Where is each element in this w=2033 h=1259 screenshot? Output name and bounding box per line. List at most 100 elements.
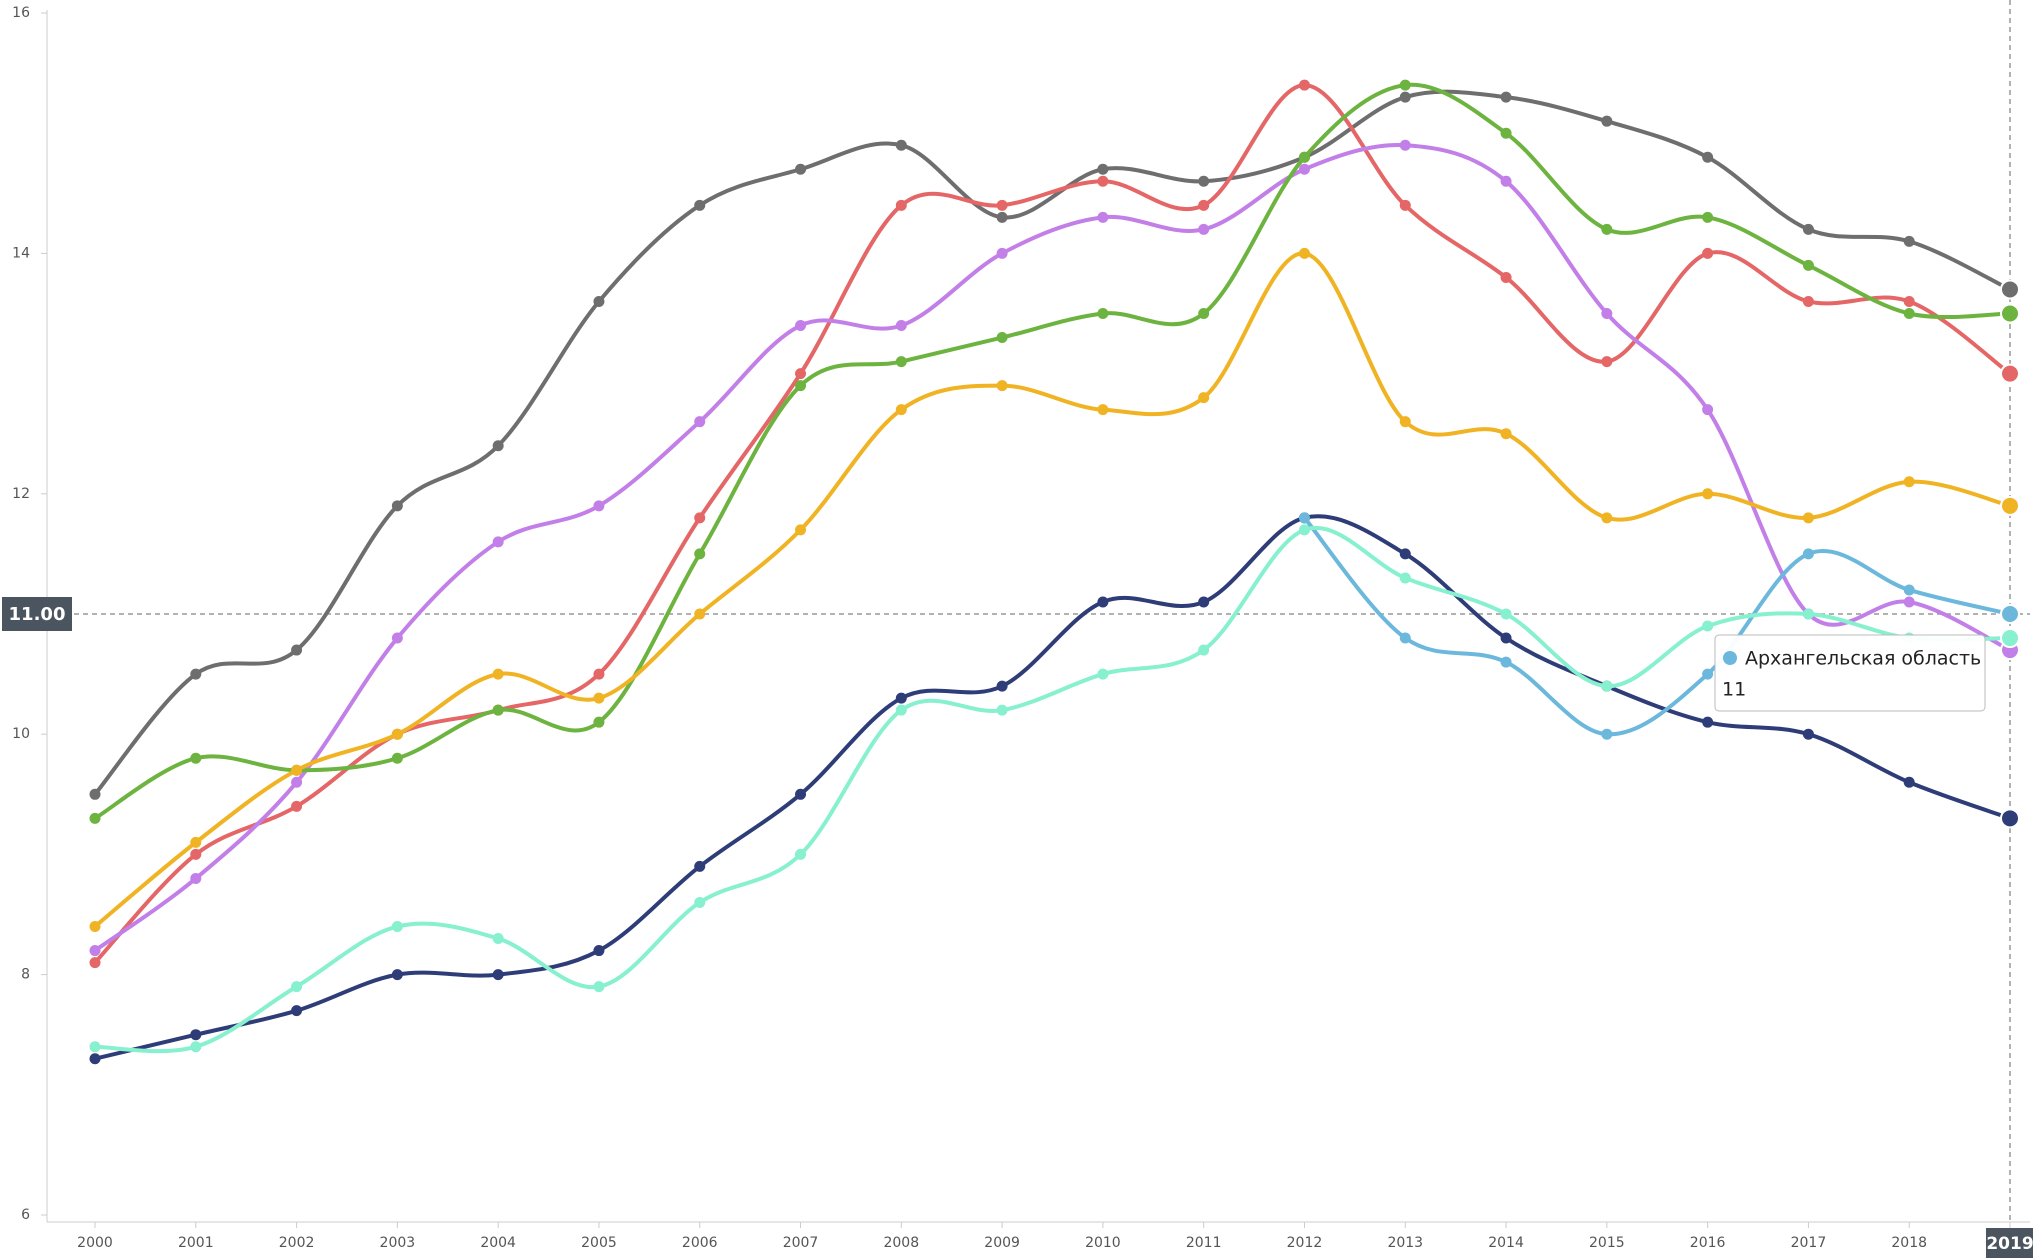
point [391, 752, 403, 764]
x-tick-label: 2000 [77, 1235, 113, 1251]
y-tick-label: 14 [12, 245, 30, 261]
point [1903, 295, 1915, 307]
point [1399, 199, 1411, 211]
point [2000, 279, 2020, 300]
point [190, 668, 202, 680]
point [291, 764, 303, 776]
point [593, 668, 605, 680]
series [89, 524, 2020, 1054]
x-tick-label: 2013 [1387, 1235, 1423, 1251]
point [1097, 308, 1109, 319]
point [895, 704, 907, 716]
point [1500, 175, 1512, 187]
x-tick-label: 2012 [1287, 1235, 1323, 1251]
tooltip-value: 11 [1722, 679, 1746, 701]
series [89, 79, 2020, 969]
point [1601, 680, 1613, 692]
point [1903, 584, 1915, 596]
point [1802, 608, 1814, 620]
series-line [93, 251, 2011, 929]
x-tick-label: 2010 [1085, 1235, 1121, 1251]
x-tick-label: 2016 [1690, 1235, 1726, 1251]
point [1198, 308, 1210, 319]
x-tick-label: 2018 [1891, 1235, 1927, 1251]
point [1500, 91, 1512, 103]
point [1198, 175, 1210, 187]
y-tick-label: 16 [12, 5, 30, 21]
point [492, 933, 504, 945]
tooltip-swatch [1723, 651, 1737, 665]
point [190, 1029, 202, 1041]
point [2000, 808, 2020, 829]
point [1802, 728, 1814, 740]
point [795, 320, 807, 332]
point [391, 921, 403, 933]
point [895, 692, 907, 704]
series [1298, 512, 2020, 740]
point [1903, 596, 1915, 608]
point [593, 945, 605, 957]
point [795, 848, 807, 860]
point [1399, 632, 1411, 644]
point [291, 981, 303, 993]
point [593, 716, 605, 728]
point [795, 524, 807, 536]
point [1702, 247, 1714, 259]
point [1097, 404, 1109, 416]
point [1399, 548, 1411, 560]
point [694, 199, 706, 211]
y-tick-label: 8 [21, 967, 30, 983]
point [1601, 308, 1613, 319]
point [694, 548, 706, 560]
x-crosshair-label-bg [1986, 1228, 2033, 1258]
x-tick-label: 2019 [1986, 1234, 2033, 1254]
point [1399, 79, 1411, 91]
x-tick-label: 2008 [883, 1235, 919, 1251]
series [89, 247, 2020, 933]
point [795, 163, 807, 175]
series-line [93, 83, 2012, 964]
x-tick-label: 2005 [581, 1235, 617, 1251]
point [996, 247, 1008, 259]
point [1500, 271, 1512, 283]
point [895, 404, 907, 416]
point [89, 812, 101, 824]
point [1702, 668, 1714, 680]
point [1903, 308, 1915, 319]
point [1500, 632, 1512, 644]
point [996, 211, 1008, 223]
point [391, 969, 403, 981]
point [895, 199, 907, 211]
point [1097, 596, 1109, 608]
point [190, 1041, 202, 1053]
point [1702, 211, 1714, 223]
point [2000, 363, 2020, 384]
point [795, 368, 807, 380]
point [1298, 163, 1310, 175]
point [2000, 495, 2020, 516]
point [996, 332, 1008, 344]
point [593, 981, 605, 993]
point [1097, 211, 1109, 223]
point [1500, 127, 1512, 139]
point [895, 356, 907, 368]
point [391, 500, 403, 512]
series [89, 512, 2020, 1065]
point [89, 957, 101, 969]
tooltip-box [1714, 634, 1986, 712]
series-line [94, 526, 2011, 1054]
point [291, 776, 303, 788]
point [89, 1053, 101, 1065]
point [190, 752, 202, 764]
x-tick-label: 2002 [279, 1235, 315, 1251]
point [1601, 728, 1613, 740]
point [492, 668, 504, 680]
point [2000, 303, 2020, 324]
point [1903, 476, 1915, 488]
point [1198, 199, 1210, 211]
point [89, 921, 101, 933]
point [1802, 548, 1814, 560]
point [795, 788, 807, 800]
point [996, 704, 1008, 716]
y-tick-label: 10 [12, 726, 30, 742]
